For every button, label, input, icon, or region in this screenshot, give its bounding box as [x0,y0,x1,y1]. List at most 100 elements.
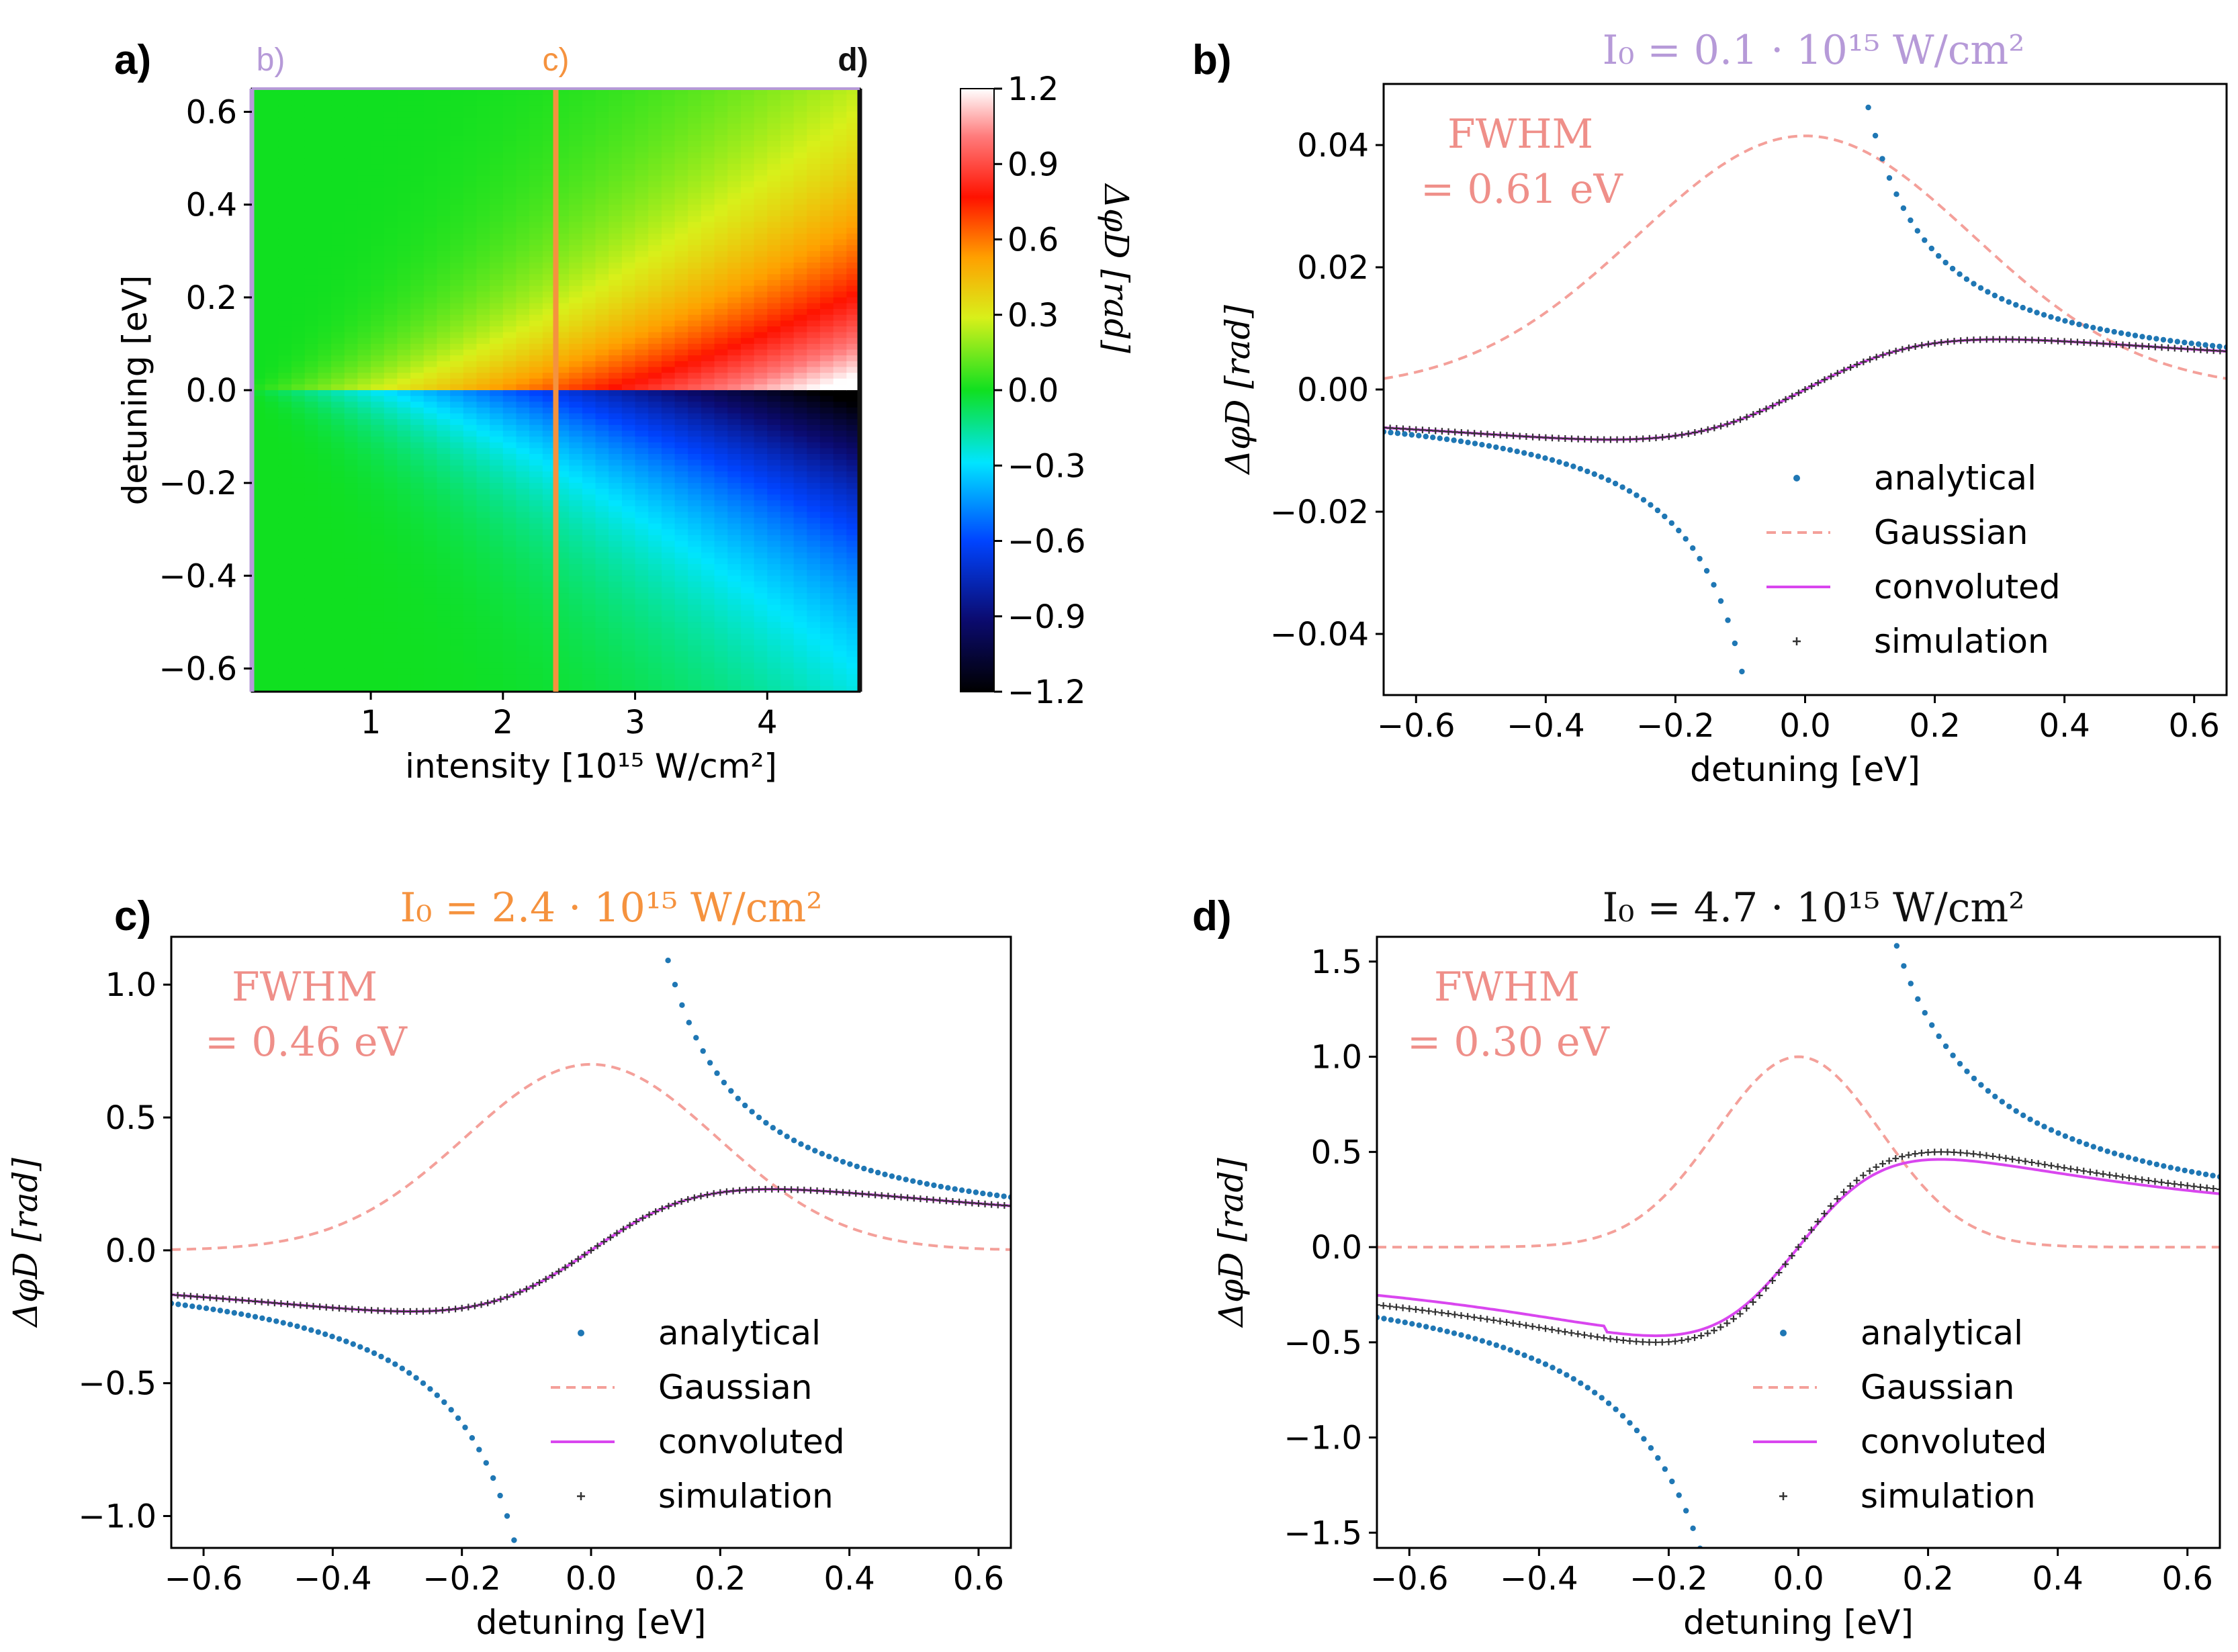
heatmap-cell [252,187,266,194]
heatmap-cell [371,390,385,397]
heatmap-cell [344,437,359,443]
heatmap-cell [727,558,742,565]
heatmap-cell [819,332,834,339]
heatmap-cell [819,349,834,356]
heatmap-cell [833,622,848,629]
heatmap-cell [701,448,715,455]
heatmap-cell [318,569,332,577]
heatmap-cell [793,645,808,652]
heatmap-cell [450,616,464,623]
heatmap-cell [661,257,676,263]
heatmap-cell [661,175,676,182]
heatmap-cell [740,105,755,113]
heatmap-cell [609,268,623,275]
heatmap-cell [304,169,319,177]
heatmap-cell [819,268,834,275]
heatmap-cell [490,140,504,148]
heatmap-cell [252,506,266,513]
heatmap-cell [423,494,438,501]
heatmap-cell [846,494,860,501]
heatmap-cell [661,622,676,629]
heatmap-cell [793,598,808,606]
heatmap-cell [780,529,795,536]
heatmap-cell [846,250,860,258]
heatmap-cell [397,94,411,101]
heatmap-cell [569,558,583,565]
heatmap-cell [292,146,306,153]
heatmap-cell [397,373,411,379]
heatmap-cell [621,222,636,229]
heatmap-cell [714,105,729,113]
heatmap-cell [542,552,557,559]
heatmap-cell [727,662,742,670]
heatmap-cell [463,477,478,484]
heatmap-cell [344,89,359,95]
heatmap-cell [754,216,768,223]
heatmap-cell [555,651,570,657]
heatmap-cell [542,430,557,437]
heatmap-cell [819,494,834,501]
heatmap-cell [727,564,742,571]
heatmap-cell [344,378,359,385]
heatmap-cell [714,355,729,362]
heatmap-cell [674,593,689,600]
heatmap-cell [793,263,808,269]
heatmap-cell [793,633,808,641]
heatmap-cell [740,373,755,379]
heatmap-cell [542,587,557,594]
heatmap-cell [423,164,438,171]
heatmap-cell [450,291,464,298]
heatmap-cell [701,552,715,559]
heatmap-cell [437,465,451,472]
heatmap-cell [529,407,543,414]
heatmap-cell [780,541,795,547]
heatmap-cell [714,239,729,246]
heatmap-cell [833,123,848,130]
heatmap-cell [357,361,371,368]
heatmap-cell [635,390,650,397]
heatmap-cell [542,488,557,496]
heatmap-cell [819,250,834,258]
heatmap-cell [674,587,689,594]
heatmap-cell [807,668,821,675]
heatmap-cell [648,413,662,420]
heatmap-cell [502,396,517,403]
heatmap-cell [371,668,385,675]
heatmap-cell [265,291,279,298]
heatmap-cell [582,263,596,269]
heatmap-cell [846,407,860,414]
heatmap-cell [688,680,702,687]
heatmap-cell [252,309,266,316]
heatmap-cell [278,263,292,269]
heatmap-cell [476,569,490,577]
heatmap-cell [357,338,371,345]
heatmap-cell [384,384,398,391]
heatmap-cell [410,529,424,536]
heatmap-cell [502,233,517,240]
heatmap-cell [846,668,860,675]
heatmap-cell [490,263,504,269]
heatmap-cell [265,564,279,571]
heatmap-cell [384,535,398,542]
heatmap-cell [371,604,385,611]
heatmap-cell [582,604,596,611]
heatmap-cell [292,552,306,559]
heatmap-cell [569,430,583,437]
heatmap-cell [833,118,848,124]
heatmap-cell [384,517,398,524]
heatmap-cell [609,210,623,217]
heatmap-cell [463,639,478,646]
heatmap-cell [265,604,279,611]
heatmap-cell [621,129,636,136]
heatmap-cell [555,593,570,600]
heatmap-cell [371,152,385,159]
heatmap-cell [674,297,689,304]
heatmap-cell [635,250,650,258]
heatmap-cell [688,279,702,287]
heatmap-cell [265,628,279,635]
heatmap-cell [529,448,543,455]
heatmap-cell [423,89,438,95]
heatmap-cell [582,384,596,391]
heatmap-cell [371,465,385,472]
heatmap-cell [674,199,689,205]
